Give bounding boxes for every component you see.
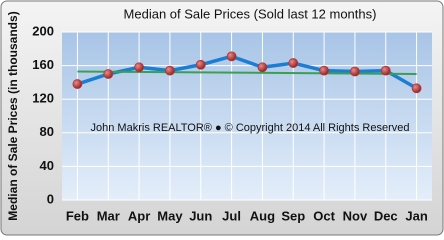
marker (165, 65, 175, 76)
x-tick-label: May (157, 208, 183, 223)
y-tick-label: 160 (32, 57, 54, 72)
y-axis-label: Median of Sale Prices (in thousands) (6, 11, 20, 220)
marker (319, 65, 329, 76)
marker (103, 69, 114, 79)
chart-title: Median of Sale Prices (Sold last 12 mont… (124, 6, 377, 21)
x-tick-label: Apr (128, 208, 150, 223)
x-tick-label: Jul (222, 208, 241, 223)
y-tick-label: 80 (40, 124, 54, 139)
x-tick-label: Jun (189, 208, 212, 223)
marker (411, 83, 422, 94)
series-line (76, 54, 418, 90)
x-tick-label: Nov (343, 208, 368, 223)
x-tick-label: Aug (250, 208, 275, 223)
x-tick-label: Oct (313, 208, 335, 223)
marker (257, 62, 268, 73)
y-tick-label: 40 (40, 158, 54, 173)
marker (72, 79, 83, 89)
x-tick-label: Dec (374, 208, 398, 223)
x-tick-label: Mar (97, 208, 120, 223)
marker (226, 51, 237, 62)
marker (380, 65, 391, 76)
trend-line (77, 70, 417, 75)
x-tick-label: Jan (405, 208, 427, 223)
y-tick-label: 0 (47, 191, 54, 206)
y-tick-label: 120 (32, 91, 54, 106)
marker (350, 66, 360, 77)
x-tick-label: Sep (281, 208, 305, 223)
annotation: John Makris REALTOR® ● © Copyright 2014 … (91, 122, 410, 134)
marker (134, 62, 144, 73)
x-tick-label: Feb (66, 208, 89, 223)
plot-area (62, 32, 432, 200)
marker (195, 59, 206, 70)
marker (288, 58, 299, 68)
y-tick-label: 200 (32, 23, 54, 38)
